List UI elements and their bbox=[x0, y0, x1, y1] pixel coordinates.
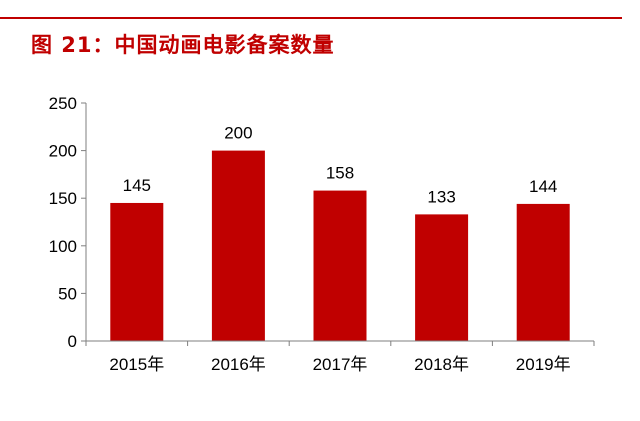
data-labels: 145 200 158 133 144 bbox=[123, 124, 558, 207]
y-tick-label: 200 bbox=[49, 142, 77, 161]
figure-title: 图 21：中国动画电影备案数量 bbox=[31, 33, 335, 57]
data-label: 133 bbox=[427, 187, 455, 206]
x-category-label: 2018年 bbox=[414, 355, 469, 374]
bar bbox=[415, 214, 469, 341]
y-tick-label: 100 bbox=[49, 237, 77, 256]
y-tick-label: 150 bbox=[49, 189, 77, 208]
x-category-label: 2015年 bbox=[109, 355, 164, 374]
x-category-label: 2017年 bbox=[313, 355, 368, 374]
header-rule bbox=[0, 17, 622, 19]
bars bbox=[110, 150, 570, 341]
y-tick-label: 50 bbox=[58, 284, 77, 303]
x-axis-ticks bbox=[85, 341, 595, 346]
data-label: 200 bbox=[224, 124, 252, 143]
x-category-label: 2019年 bbox=[516, 355, 571, 374]
y-axis-ticks: 0 50 100 150 200 250 bbox=[49, 94, 86, 351]
data-label: 144 bbox=[529, 177, 557, 196]
x-axis-labels: 2015年 2016年 2017年 2018年 2019年 bbox=[109, 355, 570, 374]
y-tick-label: 0 bbox=[68, 332, 77, 351]
data-label: 145 bbox=[123, 176, 151, 195]
bar bbox=[110, 202, 164, 341]
bar bbox=[313, 190, 367, 341]
x-category-label: 2016年 bbox=[211, 355, 266, 374]
data-label: 158 bbox=[326, 164, 354, 183]
y-tick-label: 250 bbox=[49, 94, 77, 113]
bar bbox=[516, 203, 570, 341]
bar bbox=[211, 150, 265, 341]
